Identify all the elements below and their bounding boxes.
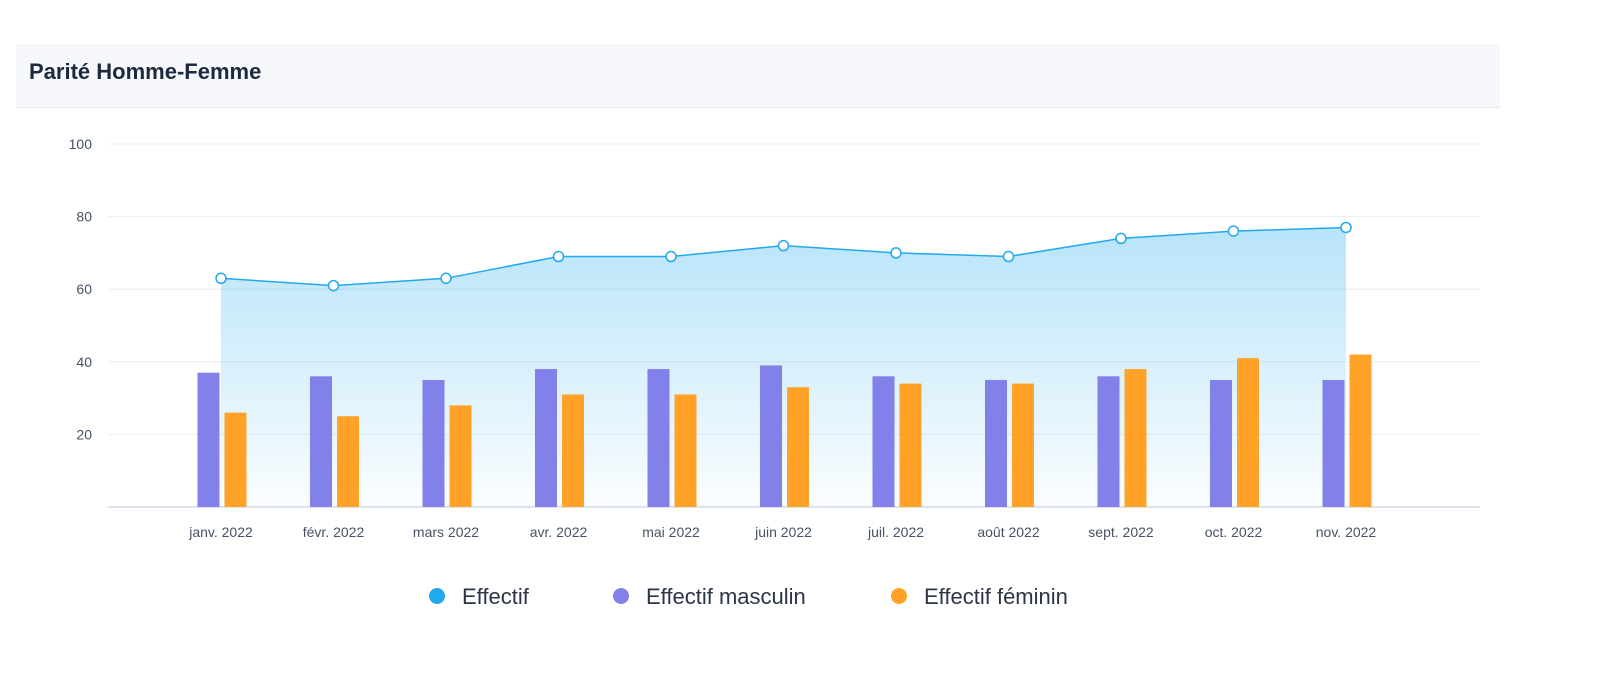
bar-effectif-feminin[interactable] bbox=[1124, 369, 1147, 507]
bar-effectif-feminin[interactable] bbox=[562, 394, 584, 507]
x-tick-label: nov. 2022 bbox=[1316, 524, 1377, 540]
bar-effectif-masculin[interactable] bbox=[1097, 376, 1120, 507]
legend-item[interactable]: Effectif féminin bbox=[891, 584, 1068, 609]
bar-effectif-masculin[interactable] bbox=[872, 376, 895, 507]
legend-label: Effectif masculin bbox=[646, 584, 806, 609]
x-tick-label: janv. 2022 bbox=[188, 524, 253, 540]
bars bbox=[197, 354, 1372, 507]
effectif-point[interactable] bbox=[552, 250, 565, 263]
x-tick-label: juin 2022 bbox=[754, 524, 812, 540]
x-tick-label: août 2022 bbox=[977, 524, 1039, 540]
effectif-area bbox=[221, 227, 1346, 508]
bar-effectif-masculin[interactable] bbox=[535, 369, 557, 507]
effectif-area-fill bbox=[221, 227, 1346, 508]
bar-effectif-feminin[interactable] bbox=[787, 387, 809, 507]
bar-effectif-masculin[interactable] bbox=[1322, 379, 1345, 507]
x-tick-label: sept. 2022 bbox=[1088, 524, 1154, 540]
effectif-line-layer bbox=[215, 221, 1352, 292]
y-axis-ticks: 20 40 60 80 100 bbox=[69, 136, 93, 442]
effectif-point[interactable] bbox=[327, 279, 340, 292]
bar-effectif-feminin[interactable] bbox=[1012, 383, 1034, 507]
bar-effectif-feminin[interactable] bbox=[674, 394, 697, 507]
effectif-point[interactable] bbox=[1227, 225, 1240, 237]
effectif-point[interactable] bbox=[665, 250, 677, 263]
bar-effectif-masculin[interactable] bbox=[422, 379, 445, 507]
bar-effectif-feminin[interactable] bbox=[1349, 354, 1372, 507]
bar-effectif-feminin[interactable] bbox=[449, 405, 472, 507]
legend-label: Effectif bbox=[462, 584, 530, 609]
x-tick-label: mai 2022 bbox=[642, 524, 700, 540]
bar-effectif-masculin[interactable] bbox=[760, 365, 782, 507]
x-axis-ticks: janv. 2022 févr. 2022 mars 2022 avr. 2022 ma… bbox=[188, 524, 1376, 540]
bar-effectif-feminin[interactable] bbox=[337, 416, 359, 507]
legend-label: Effectif féminin bbox=[924, 584, 1068, 609]
x-tick-label: juil. 2022 bbox=[867, 524, 924, 540]
effectif-point[interactable] bbox=[215, 272, 227, 285]
y-tick-label: 100 bbox=[69, 136, 93, 152]
y-tick-label: 60 bbox=[76, 281, 92, 297]
x-tick-label: févr. 2022 bbox=[303, 524, 365, 540]
bar-effectif-feminin[interactable] bbox=[1237, 358, 1259, 507]
legend: Effectif Effectif masculin Effectif fémini… bbox=[429, 584, 1068, 609]
bar-effectif-masculin[interactable] bbox=[647, 369, 670, 507]
legend-marker-icon bbox=[891, 588, 907, 604]
card-title: Parité Homme-Femme bbox=[29, 59, 262, 84]
y-tick-label: 80 bbox=[76, 209, 92, 225]
legend-marker-icon bbox=[613, 588, 629, 604]
y-tick-label: 20 bbox=[76, 426, 92, 442]
bar-effectif-masculin[interactable] bbox=[310, 376, 332, 507]
bar-effectif-masculin[interactable] bbox=[1210, 379, 1232, 507]
effectif-point[interactable] bbox=[777, 239, 790, 252]
bar-effectif-masculin[interactable] bbox=[197, 372, 220, 507]
effectif-point[interactable] bbox=[890, 247, 902, 259]
effectif-point[interactable] bbox=[1340, 221, 1352, 234]
y-tick-label: 40 bbox=[76, 354, 92, 370]
bar-effectif-feminin[interactable] bbox=[224, 412, 247, 507]
effectif-point[interactable] bbox=[1002, 250, 1015, 263]
x-tick-label: avr. 2022 bbox=[530, 524, 588, 540]
x-tick-label: oct. 2022 bbox=[1205, 524, 1263, 540]
effectif-point[interactable] bbox=[440, 272, 452, 285]
bar-effectif-masculin[interactable] bbox=[985, 379, 1007, 507]
card-header: Parité Homme-Femme bbox=[16, 44, 1500, 108]
legend-item[interactable]: Effectif masculin bbox=[613, 584, 806, 609]
x-tick-label: mars 2022 bbox=[413, 524, 479, 540]
effectif-point[interactable] bbox=[1115, 232, 1127, 245]
bar-effectif-feminin[interactable] bbox=[899, 383, 922, 507]
legend-marker-icon bbox=[429, 588, 445, 604]
legend-item[interactable]: Effectif bbox=[429, 584, 530, 609]
